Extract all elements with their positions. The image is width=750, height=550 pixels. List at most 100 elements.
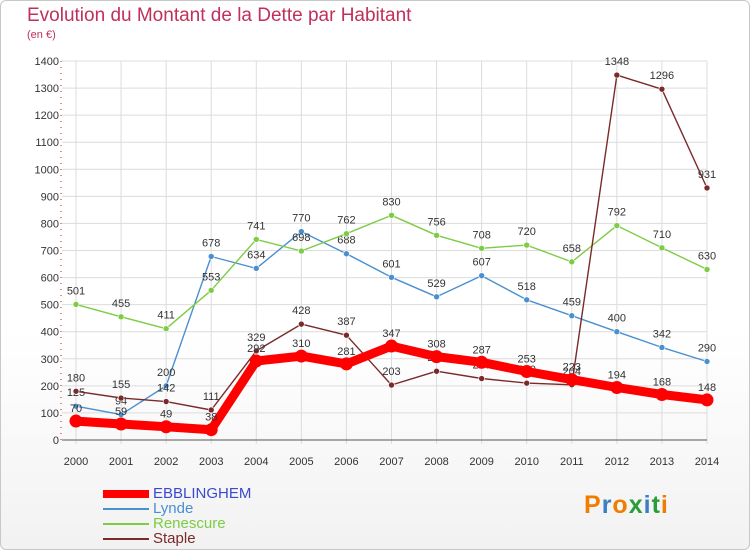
x-tick-label: 2009 — [469, 456, 493, 468]
x-tick-label: 2013 — [650, 456, 674, 468]
data-label-ebblinghem: 287 — [472, 344, 490, 356]
y-tick-label: 1300 — [35, 83, 59, 95]
x-tick-label: 2000 — [64, 456, 88, 468]
point-renescure — [478, 245, 485, 252]
point-lynde — [388, 274, 395, 281]
point-renescure — [298, 247, 305, 255]
proxiti-logo: Proxiti — [584, 491, 669, 519]
point-staple — [478, 375, 485, 382]
point-staple — [523, 379, 531, 387]
data-label-renescure: 411 — [157, 310, 175, 322]
point-staple — [613, 71, 621, 79]
x-tick-label: 2012 — [605, 456, 629, 468]
data-label-ebblinghem: 148 — [698, 382, 716, 394]
x-tick-label: 2004 — [244, 456, 268, 468]
point-staple — [252, 347, 260, 355]
data-label-staple: 329 — [247, 332, 265, 344]
data-label-staple: 1296 — [650, 70, 674, 82]
data-label-staple: 203 — [382, 366, 400, 378]
x-tick-label: 2010 — [514, 456, 538, 468]
data-label-renescure: 553 — [202, 271, 220, 283]
point-staple — [117, 394, 125, 402]
data-label-renescure: 710 — [653, 229, 671, 241]
point-ebblinghem — [430, 350, 444, 364]
point-ebblinghem — [294, 349, 308, 363]
legend-item: Lynde — [103, 500, 194, 517]
data-label-lynde: 290 — [698, 342, 716, 354]
point-staple — [343, 331, 350, 339]
point-staple — [658, 85, 666, 93]
data-label-staple: 1348 — [605, 56, 629, 68]
y-tick-label: 800 — [41, 218, 59, 230]
point-ebblinghem — [69, 414, 83, 428]
y-tick-label: 1400 — [35, 56, 59, 68]
data-label-renescure: 792 — [608, 207, 626, 219]
legend-label: EBBLINGHEM — [153, 485, 252, 502]
data-label-ebblinghem: 194 — [608, 369, 626, 381]
point-renescure — [523, 241, 531, 249]
legend-item: EBBLINGHEM — [103, 485, 252, 502]
legend-swatch — [103, 538, 149, 540]
point-renescure — [703, 266, 711, 273]
point-ebblinghem — [475, 355, 489, 369]
data-label-lynde: 342 — [653, 328, 671, 340]
data-label-renescure: 830 — [382, 196, 400, 208]
data-label-renescure: 756 — [427, 216, 445, 228]
y-tick-label: 300 — [41, 354, 59, 366]
data-label-staple: 387 — [337, 316, 355, 328]
point-renescure — [388, 212, 395, 219]
data-label-lynde: 678 — [202, 237, 220, 249]
data-label-staple: 142 — [157, 383, 175, 395]
x-tick-label: 2005 — [289, 456, 313, 468]
data-label-renescure: 708 — [472, 229, 490, 241]
x-tick-label: 2007 — [379, 456, 403, 468]
data-label-ebblinghem: 38 — [205, 412, 217, 424]
point-lynde — [252, 265, 260, 272]
legend-swatch — [103, 508, 149, 510]
data-label-lynde: 607 — [472, 257, 490, 269]
data-label-renescure: 630 — [698, 250, 716, 262]
data-label-ebblinghem: 347 — [382, 328, 400, 340]
point-lynde — [658, 344, 666, 351]
point-lynde — [613, 328, 621, 336]
legend-item: Renescure — [103, 515, 226, 532]
legend-item: Staple — [103, 530, 196, 547]
legend-swatch — [103, 490, 149, 498]
point-renescure — [117, 313, 125, 321]
point-ebblinghem — [385, 339, 398, 353]
point-lynde — [207, 253, 215, 260]
data-label-renescure: 698 — [292, 232, 310, 244]
y-tick-label: 400 — [41, 327, 59, 339]
data-label-staple: 155 — [112, 379, 130, 391]
point-staple — [72, 387, 80, 395]
point-lynde — [433, 293, 440, 301]
point-ebblinghem — [159, 420, 173, 434]
point-renescure — [72, 301, 80, 308]
point-ebblinghem — [520, 365, 534, 379]
data-label-renescure: 762 — [337, 215, 355, 227]
point-staple — [162, 398, 170, 405]
y-tick-label: 600 — [41, 273, 59, 285]
y-tick-label: 0 — [53, 435, 59, 447]
x-tick-label: 2011 — [560, 456, 584, 468]
legend-label: Lynde — [153, 500, 194, 517]
y-tick-label: 200 — [41, 381, 59, 393]
data-label-lynde: 518 — [518, 281, 536, 293]
data-label-ebblinghem: 168 — [653, 377, 671, 389]
data-label-ebblinghem: 308 — [427, 339, 445, 351]
point-renescure — [252, 236, 260, 243]
y-tick-label: 1000 — [35, 164, 59, 176]
y-tick-label: 1200 — [35, 110, 59, 122]
point-ebblinghem — [114, 417, 128, 431]
data-label-ebblinghem: 223 — [563, 362, 581, 374]
unit-label: (en €) — [27, 29, 56, 41]
legend-label: Staple — [153, 530, 196, 547]
data-label-staple: 180 — [67, 372, 85, 384]
point-ebblinghem — [700, 393, 714, 407]
data-label-ebblinghem: 281 — [337, 346, 355, 358]
point-renescure — [343, 230, 350, 238]
point-staple — [388, 381, 395, 389]
point-lynde — [568, 312, 576, 320]
